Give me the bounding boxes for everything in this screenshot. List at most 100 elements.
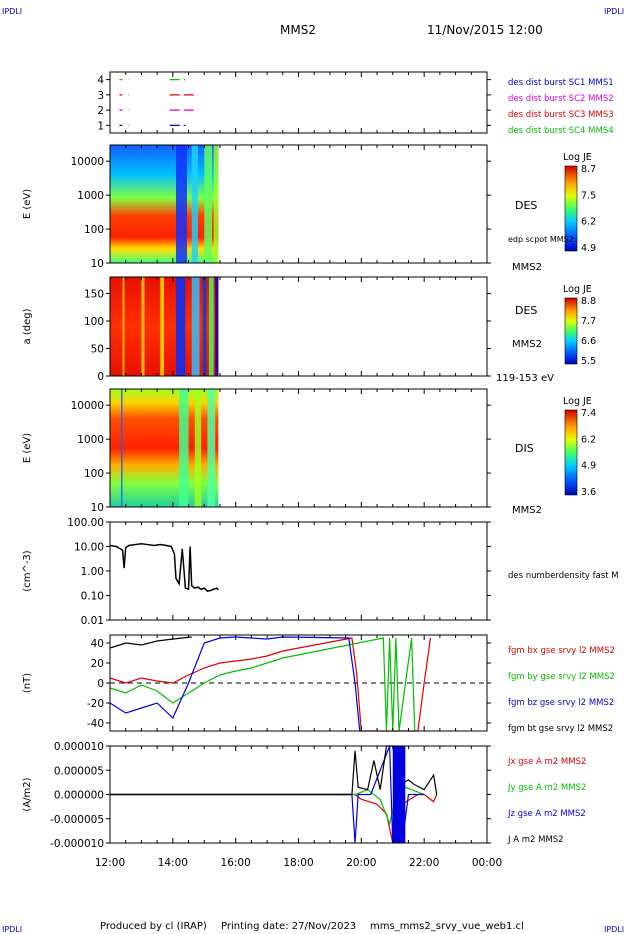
legend-entry: fgm by gse srvy l2 MMS2 (508, 672, 615, 682)
y-tick-label: 10.00 (74, 542, 104, 554)
y-axis-label: (cm^-3) (22, 550, 33, 591)
panel-right-label: DIS (515, 442, 534, 455)
legend-entry: des dist burst SC3 MMS3 (508, 110, 614, 120)
y-tick-label: -0.000010 (50, 838, 104, 850)
legend-entry: Jx gse A m2 MMS2 (507, 757, 586, 767)
y-tick-label: 1 (97, 120, 104, 132)
y-tick-label: 150 (84, 289, 104, 301)
colorbar-label: 4.9 (581, 461, 596, 472)
y-tick-label: 0.000010 (54, 741, 104, 753)
spectrogram-streak (202, 277, 207, 376)
legend-entry: des dist burst SC1 MMS1 (508, 78, 614, 88)
panel-right-label: edp scpot MMS2 (508, 235, 574, 244)
y-tick-label: 10000 (71, 400, 104, 412)
colorbar (564, 409, 578, 496)
panel-4: Log JE7.4 6.2 4.9 3.6 10000 1000 100 10 E (eV) DI… (22, 388, 596, 516)
colorbar-label: 3.6 (581, 487, 596, 498)
current-burst-area (392, 746, 406, 843)
panel-frame (109, 71, 488, 134)
panel-3: Log JE8.8 7.7 6.6 5.5 150 100 50 0 a (deg) DES MMS… (22, 276, 596, 384)
panel-right-label: MMS2 (512, 505, 542, 516)
spectrogram-streak (175, 277, 186, 376)
panels: 1 2 3 4 des dist burst SC1 MMS1 des dist burs… (22, 71, 619, 850)
y-tick-label: 40 (91, 638, 104, 650)
legend-entry: des dist burst SC4 MMS4 (508, 126, 614, 136)
spectrogram-streak (175, 145, 187, 263)
colorbar-label: 7.4 (581, 408, 596, 419)
spectrogram-streak (204, 145, 213, 263)
y-tick-label: -20 (87, 698, 104, 710)
y-tick-label: 1000 (77, 434, 104, 446)
y-tick-label: 4 (97, 75, 104, 87)
spectrogram-streak (160, 277, 165, 376)
legend-entry: fgm bz gse srvy l2 MMS2 (508, 698, 614, 708)
y-tick-label: 3 (97, 90, 104, 102)
colorbar-label: 6.6 (581, 336, 596, 347)
colorbar-label: 7.7 (581, 316, 596, 327)
colorbar-label: 8.7 (581, 164, 596, 175)
spectrogram-streak (191, 145, 198, 263)
panel-1: 1 2 3 4 des dist burst SC1 MMS1 des dist burs… (97, 71, 614, 136)
spectrogram-streak (207, 389, 216, 507)
time-axis: 12:00 14:00 16:00 18:00 20:00 22:00 00:00 (95, 857, 502, 869)
colorbar-label: 6.2 (581, 217, 596, 228)
panel-right-label: 119-153 eV (496, 373, 554, 384)
y-tick-label: -0.000005 (50, 814, 104, 826)
x-tick-label: 18:00 (283, 857, 313, 869)
spectrogram-streak (141, 277, 145, 376)
colorbar-title: Log JE (563, 284, 592, 295)
corner-label-top-left: IPDLI (2, 7, 22, 16)
spectrogram-fill (110, 389, 219, 507)
y-tick-label: 10 (91, 502, 104, 514)
colorbar-label: 7.5 (581, 190, 596, 201)
x-tick-label: 00:00 (472, 857, 502, 869)
y-tick-label: 50 (91, 344, 104, 356)
colorbar (564, 297, 578, 365)
panel-right-label: MMS2 (512, 339, 542, 350)
panel-6: 40 20 0 -20 -40 (nT) fgm bx gse srvy l2 MMS2 fg… (22, 634, 615, 734)
series-line-2 (109, 637, 416, 732)
series-line-4 (109, 636, 192, 649)
footer-produced-by: Produced by cl (IRAP) (100, 921, 207, 932)
y-tick-label: 100 (84, 468, 104, 480)
y-axis-label: E (eV) (22, 189, 33, 219)
x-tick-label: 12:00 (95, 857, 125, 869)
plot-title: MMS2 (280, 23, 316, 37)
spectrogram-streak (215, 277, 219, 376)
y-tick-label: 100 (84, 224, 104, 236)
spectrogram-fill (110, 145, 219, 263)
y-tick-label: 20 (91, 658, 104, 670)
y-tick-label: 0.01 (81, 615, 104, 627)
y-axis-label: a (deg) (22, 308, 33, 344)
legend-entry: des numberdensity fast M (508, 571, 619, 581)
panel-7: 0.000010 0.000005 0.000000 -0.000005 -0.0000… (22, 741, 586, 850)
y-tick-label: -40 (87, 718, 104, 730)
panel-right-label: DES (515, 199, 537, 212)
y-tick-label: 0.10 (81, 591, 104, 603)
y-tick-label: 10000 (71, 156, 104, 168)
colorbar-label: 6.2 (581, 434, 596, 445)
x-tick-label: 20:00 (346, 857, 376, 869)
legend-entry: des dist burst SC2 MMS2 (508, 94, 614, 104)
plot-datetime: 11/Nov/2015 12:00 (427, 23, 543, 37)
panel-5: 100.00 10.00 1.00 0.10 0.01 (cm^-3) des number… (22, 517, 619, 627)
legend-entry: Jy gse A m2 MMS2 (507, 783, 586, 793)
spectrogram-streak (179, 389, 189, 507)
y-axis-label: (A/m2) (22, 777, 33, 811)
footer-printing-date: Printing date: 27/Nov/2023 (221, 921, 356, 932)
panel-frame (109, 521, 488, 621)
y-tick-label: 100 (84, 316, 104, 328)
spectrogram-streak (122, 277, 125, 376)
y-tick-label: 0 (97, 678, 104, 690)
corner-label-top-right: IPDLI (604, 7, 624, 16)
spectrogram-streak (213, 145, 219, 263)
spectrogram-streak (208, 277, 214, 376)
y-tick-label: 100.00 (67, 517, 104, 529)
footer-filename: mms_mms2_srvy_vue_web1.cl (370, 921, 524, 932)
series-line-4 (110, 745, 438, 796)
panel-2: Log JE8.7 7.5 6.2 4.9 10000 1000 100 10 E (eV) DE… (22, 144, 596, 273)
y-tick-label: 10 (91, 258, 104, 270)
spectrogram-streak (191, 277, 200, 376)
colorbar-label: 5.5 (581, 356, 596, 367)
